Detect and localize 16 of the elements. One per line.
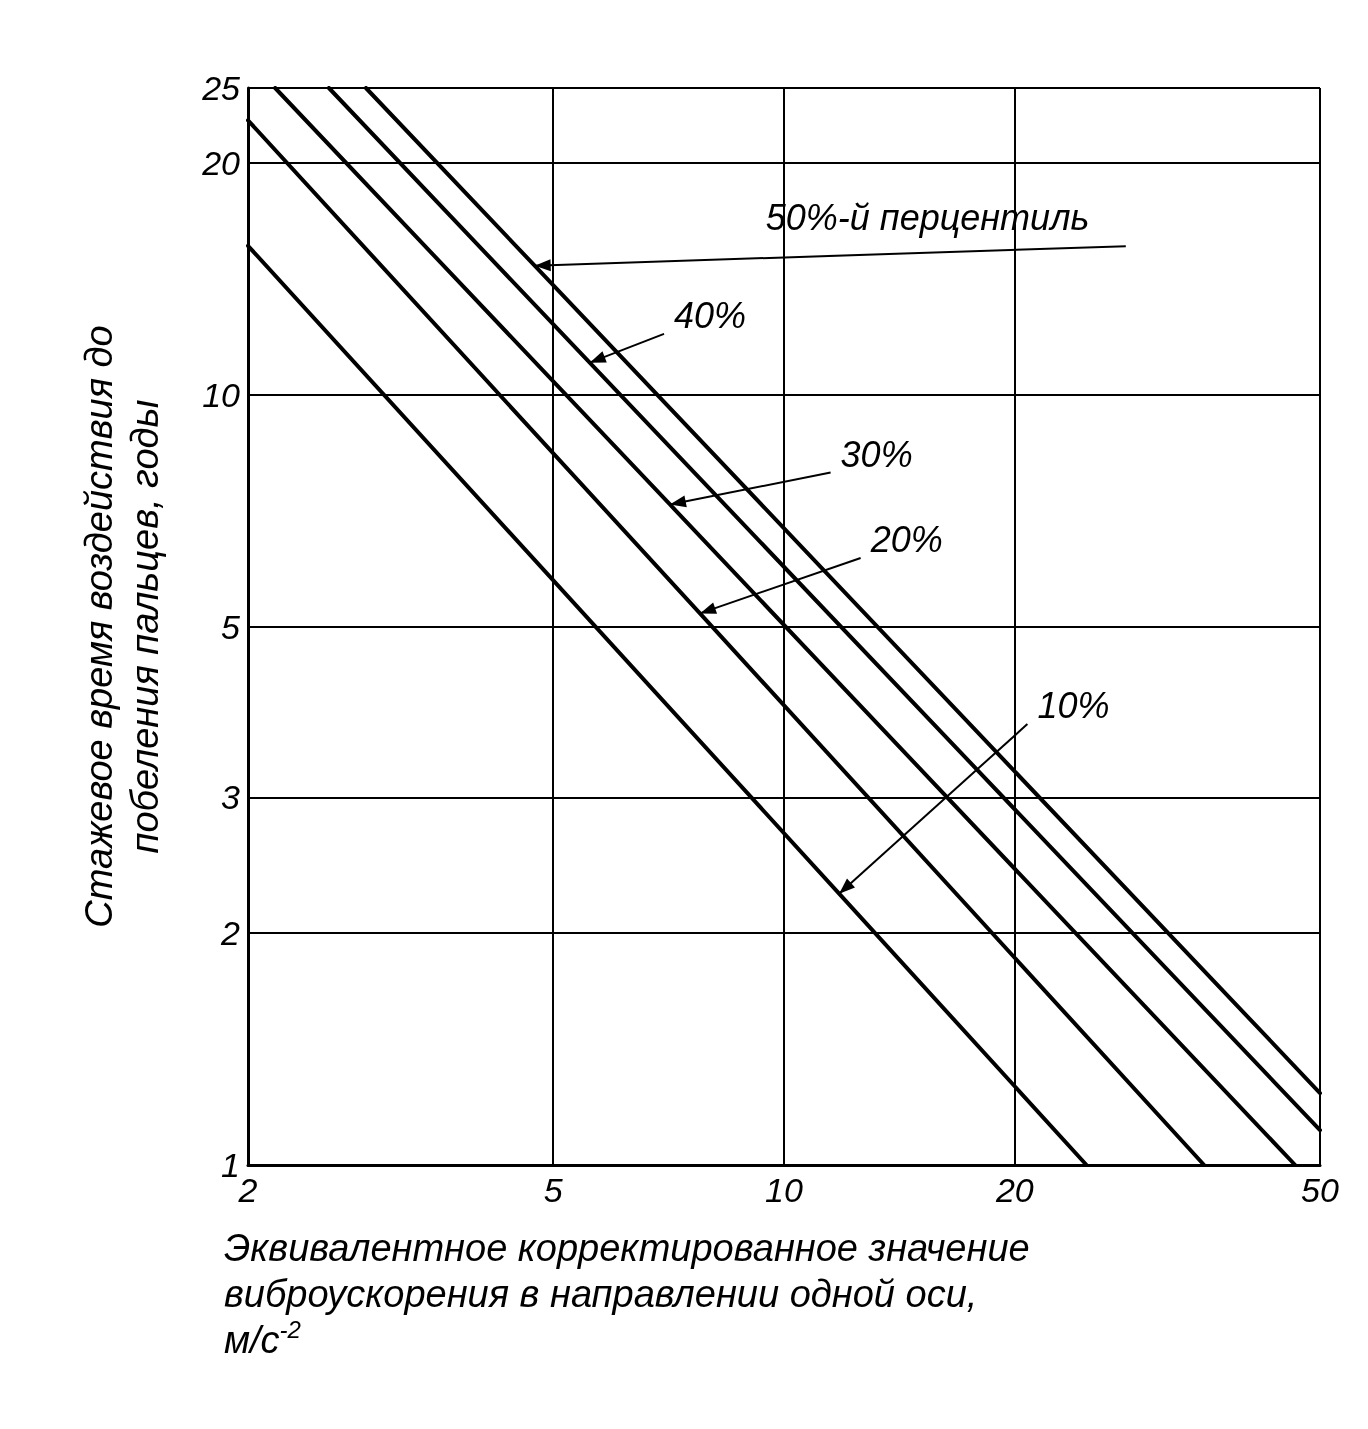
annotation: 30% bbox=[840, 433, 913, 475]
annotation: 40% bbox=[674, 294, 747, 336]
y-tick-label: 2 bbox=[220, 914, 241, 953]
x-tick-label: 20 bbox=[994, 1171, 1034, 1209]
y-tick-label: 20 bbox=[201, 143, 241, 182]
y-tick-label: 5 bbox=[221, 607, 241, 646]
annotation: 20% bbox=[869, 519, 943, 560]
annotation: 10% bbox=[1037, 685, 1110, 727]
y-tick-label: 10 bbox=[202, 375, 241, 414]
y-axis-title: Стажевое время воздействия до побеления пальцев, годы bbox=[78, 325, 166, 928]
y-tick-label: 25 bbox=[201, 69, 241, 107]
y-tick-label: 1 bbox=[221, 1146, 240, 1184]
y-tick-label: 3 bbox=[221, 778, 241, 817]
x-tick-label: 50 bbox=[1301, 1171, 1339, 1209]
x-tick-label: 10 bbox=[765, 1171, 803, 1209]
x-tick-label: 5 bbox=[543, 1171, 563, 1209]
